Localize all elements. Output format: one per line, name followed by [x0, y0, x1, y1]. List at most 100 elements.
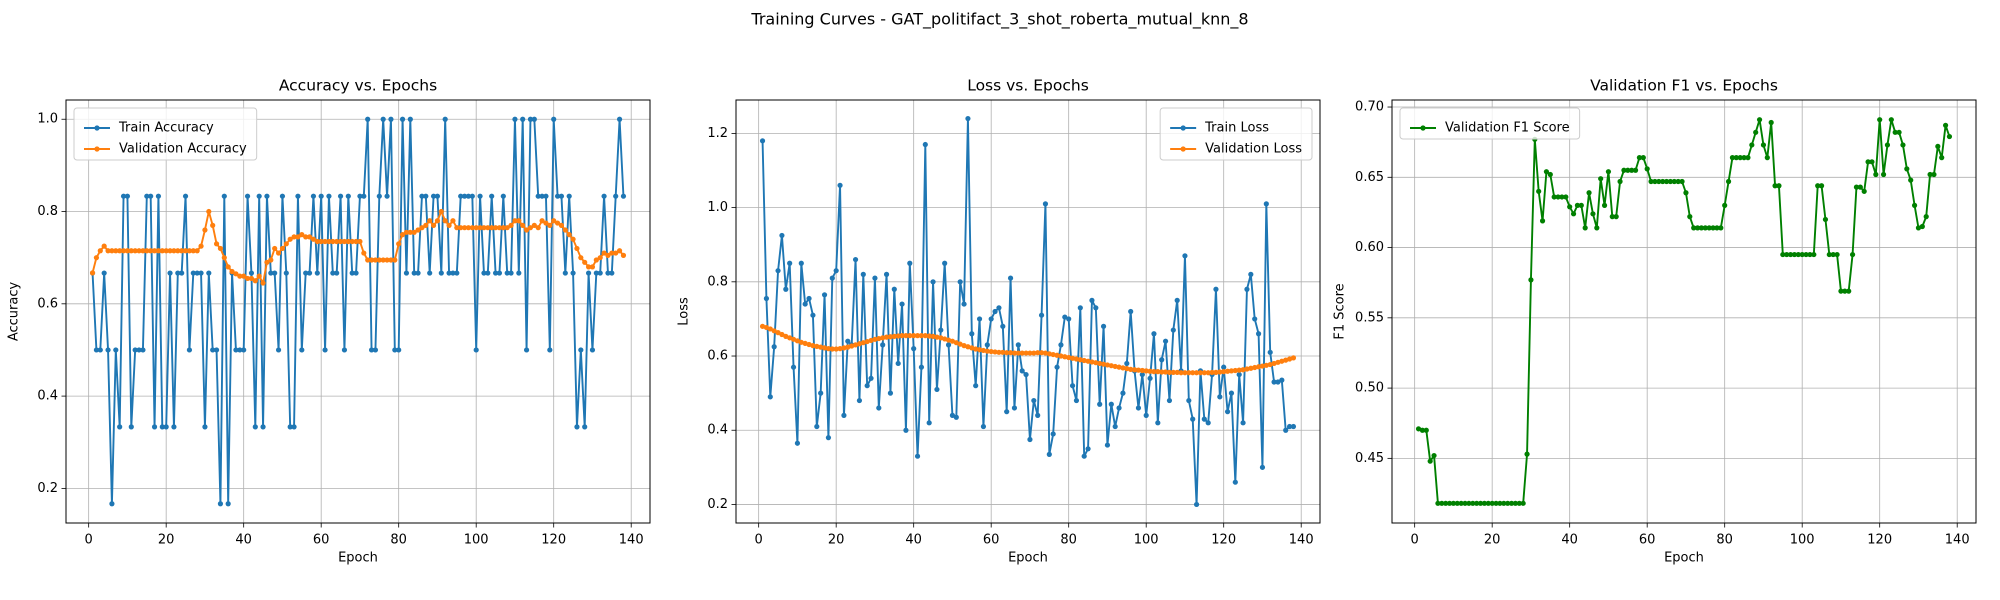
data-point	[1259, 363, 1266, 369]
data-point	[427, 218, 433, 224]
data-point	[1007, 275, 1014, 281]
data-point	[365, 116, 371, 122]
y-axis-label: F1 Score	[1333, 283, 1348, 339]
data-point	[144, 248, 150, 254]
data-point	[589, 347, 596, 353]
data-point	[1124, 366, 1130, 372]
x-tick-label: 0	[85, 533, 93, 548]
data-point	[1108, 401, 1114, 407]
data-point	[1031, 350, 1037, 356]
data-point	[496, 270, 503, 276]
data-point	[132, 347, 138, 353]
data-point	[1108, 363, 1114, 369]
data-point	[566, 232, 572, 238]
data-point	[1097, 360, 1103, 367]
x-tick-label: 20	[1484, 533, 1501, 548]
data-point	[1058, 353, 1064, 359]
data-point	[504, 225, 510, 231]
data-point	[1462, 500, 1468, 506]
data-point	[1485, 500, 1491, 506]
data-point	[1605, 169, 1612, 175]
data-point	[961, 301, 967, 307]
data-point	[1124, 360, 1130, 367]
data-point	[1853, 184, 1860, 190]
data-point	[1240, 420, 1246, 426]
data-point	[1567, 204, 1573, 210]
y-tick-label: 0.2	[37, 481, 58, 496]
data-point	[1718, 225, 1724, 231]
x-tick-label: 60	[1639, 533, 1656, 548]
data-point	[434, 193, 441, 199]
data-point	[613, 193, 619, 199]
y-tick-label: 0.70	[1355, 100, 1384, 115]
data-point	[1784, 251, 1790, 258]
data-point	[473, 347, 479, 353]
data-point	[1846, 288, 1852, 294]
data-point	[1818, 183, 1825, 189]
data-point	[489, 193, 495, 199]
data-point	[527, 116, 534, 122]
data-point	[1143, 368, 1149, 374]
data-point	[190, 248, 196, 254]
data-point	[582, 259, 588, 265]
axes-frame	[1391, 99, 1977, 524]
data-point	[899, 333, 905, 339]
data-point	[1942, 122, 1949, 128]
data-point	[93, 255, 100, 261]
data-point	[264, 193, 270, 199]
data-point	[403, 229, 410, 235]
data-point	[1089, 359, 1095, 365]
data-point	[388, 257, 394, 263]
data-point	[1221, 364, 1227, 370]
data-point	[566, 193, 572, 199]
data-point	[1900, 142, 1906, 148]
data-point	[357, 238, 363, 245]
data-point	[1811, 251, 1817, 258]
data-point	[287, 236, 293, 242]
data-point	[101, 243, 107, 249]
data-point	[303, 234, 309, 240]
data-point	[1477, 500, 1484, 506]
data-point	[411, 270, 417, 276]
data-point	[609, 250, 615, 256]
data-point	[485, 225, 491, 231]
data-point	[221, 255, 227, 261]
data-point	[345, 238, 351, 245]
data-point	[1135, 405, 1142, 411]
data-point	[1512, 500, 1519, 506]
data-point	[341, 238, 348, 245]
data-point	[1120, 365, 1126, 371]
data-point	[547, 347, 553, 353]
data-point	[531, 116, 537, 122]
data-point	[225, 501, 231, 507]
data-point	[763, 295, 770, 302]
data-point	[1450, 500, 1457, 506]
data-point	[217, 501, 224, 507]
data-point	[1551, 194, 1557, 200]
data-point	[1081, 453, 1087, 459]
data-point	[1023, 371, 1029, 378]
data-point	[101, 270, 107, 276]
data-point	[562, 227, 568, 233]
data-point	[1621, 167, 1627, 173]
data-point	[1857, 184, 1863, 190]
data-point	[396, 241, 402, 247]
data-point	[1286, 423, 1293, 430]
data-point	[1042, 350, 1049, 356]
data-point	[1073, 397, 1080, 404]
data-point	[1935, 143, 1941, 149]
x-axis-label: Epoch	[1664, 551, 1704, 566]
y-tick-label: 0.65	[1355, 170, 1384, 185]
data-point	[132, 248, 138, 254]
data-point	[1027, 436, 1033, 443]
legend-label: Train Loss	[1204, 121, 1269, 136]
data-point	[1772, 183, 1778, 189]
data-point	[1908, 177, 1914, 183]
data-point	[124, 248, 131, 254]
data-point	[899, 301, 905, 307]
data-point	[438, 208, 444, 215]
data-point	[345, 193, 351, 199]
data-point	[969, 331, 975, 337]
data-point	[1221, 369, 1227, 375]
data-point	[322, 347, 328, 353]
